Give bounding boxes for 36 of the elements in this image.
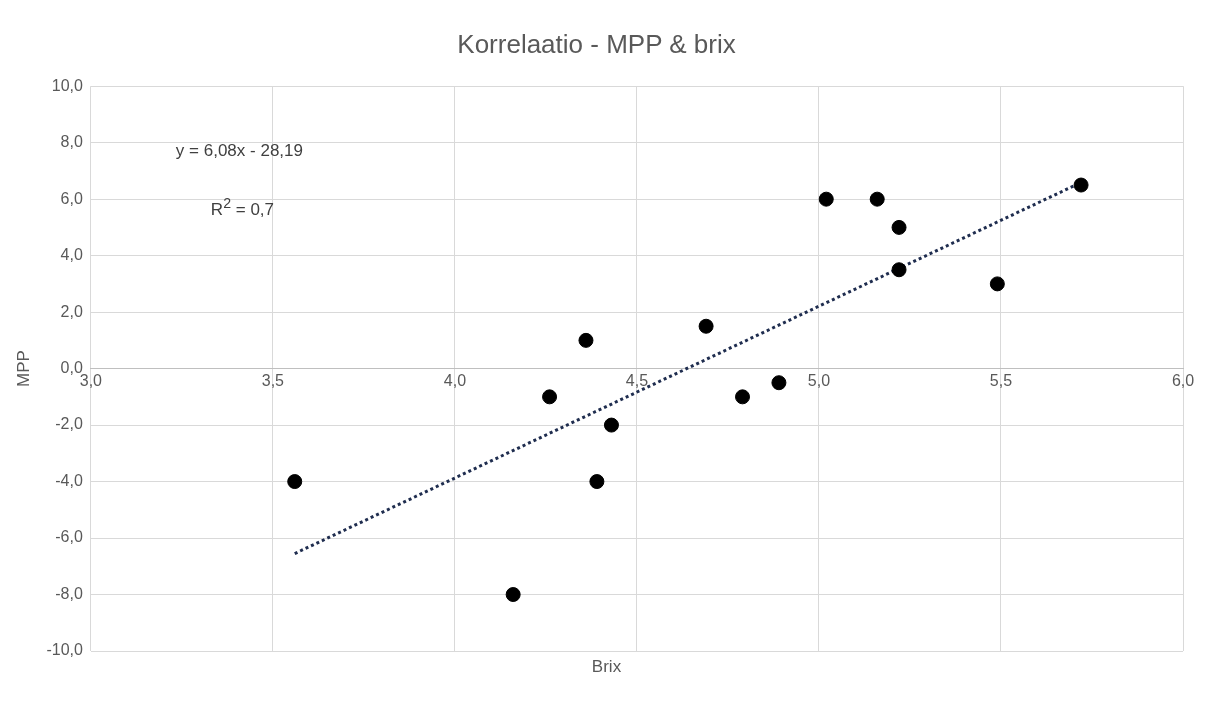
y-tick-label: -4,0: [55, 471, 83, 489]
point: [818, 191, 834, 207]
point: [603, 417, 619, 433]
x-tick-label: 6,0: [1171, 371, 1195, 389]
y-tick-label: -10,0: [46, 641, 83, 659]
point: [735, 389, 751, 405]
y-tick-label: 10,0: [51, 76, 83, 94]
point: [589, 474, 605, 490]
point: [891, 262, 907, 278]
y-axis-title: MPP: [13, 350, 33, 388]
x-tick-label: 5,0: [807, 371, 831, 389]
point: [287, 474, 303, 490]
x-tick-label: 3,5: [261, 371, 285, 389]
point: [771, 375, 787, 391]
point: [698, 318, 714, 334]
point: [989, 276, 1005, 292]
point: [891, 219, 907, 235]
point: [505, 587, 521, 603]
x-tick-label: 4,0: [443, 371, 467, 389]
x-tick-label: 4,5: [625, 371, 649, 389]
point: [542, 389, 558, 405]
annotation: y = 6,08x - 28,19: [175, 141, 303, 162]
y-tick-label: 2,0: [60, 302, 83, 320]
x-tick-label: 5,5: [989, 371, 1013, 389]
y-tick-label: 6,0: [60, 189, 83, 207]
point: [1073, 177, 1089, 193]
y-tick-label: 4,0: [60, 246, 83, 264]
y-tick-label: -6,0: [55, 528, 83, 546]
chart-title: Korrelaatio - MPP & brix: [457, 28, 736, 59]
point: [869, 191, 885, 207]
y-tick-label: 8,0: [60, 133, 83, 151]
point: [578, 332, 594, 348]
annotation: R$^{2}$ = 0,7: [210, 195, 275, 220]
y-tick-label: -2,0: [55, 415, 83, 433]
y-tick-label: -8,0: [55, 584, 83, 602]
x-axis-title: Brix: [590, 657, 623, 677]
